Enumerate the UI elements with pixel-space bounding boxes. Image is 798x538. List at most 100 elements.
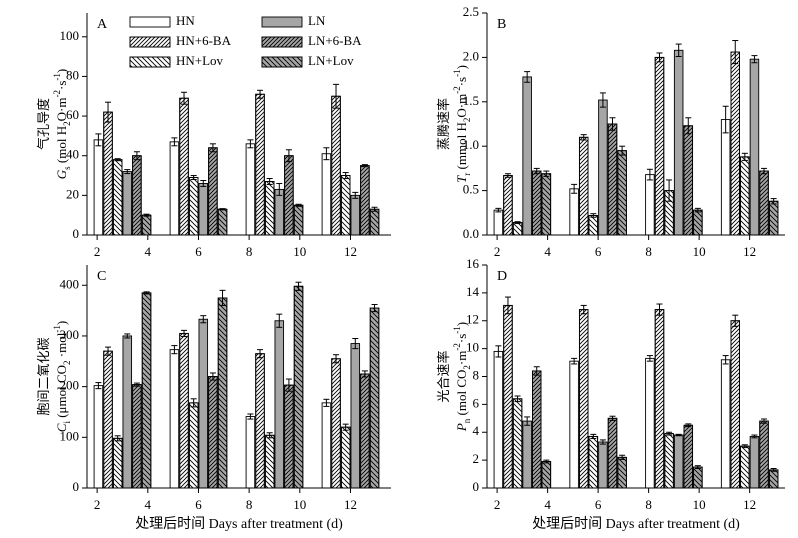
error-bar [761, 167, 768, 175]
y-tick-label: 200 [60, 378, 80, 393]
bar-hatch [541, 461, 552, 489]
legend-label: HN [176, 13, 195, 28]
legend-label: LN+Lov [308, 53, 354, 68]
bar [673, 49, 684, 236]
panel-label: C [97, 269, 106, 284]
bar [598, 441, 608, 489]
bar-hatch [503, 304, 513, 489]
error-bar [751, 434, 758, 439]
error-bar [95, 382, 102, 390]
bar-hatch [188, 402, 199, 489]
error-bar [495, 207, 502, 213]
y-tick-label: 2.5 [463, 4, 479, 19]
bar [645, 357, 655, 489]
error-bar [276, 313, 283, 328]
error-bar [580, 304, 587, 315]
bar-hatch [683, 424, 694, 489]
x-tick-label: 6 [195, 244, 202, 259]
bar-hatch [607, 417, 618, 489]
bar [673, 434, 684, 489]
error-bar [770, 467, 777, 472]
error-bar [200, 179, 207, 187]
legend-label: HN+6-BA [176, 33, 232, 48]
error-bar [333, 354, 340, 364]
error-bar [571, 183, 578, 194]
bar-hatch [264, 181, 275, 236]
bar-hatch [331, 358, 341, 489]
bar [720, 119, 731, 236]
bar [350, 194, 361, 236]
bar-hatch [578, 309, 589, 489]
legend-swatch-hatch [261, 56, 303, 68]
error-bar [171, 137, 178, 147]
error-bar [675, 433, 682, 437]
y-tick-label: 0 [473, 479, 480, 494]
bar-hatch [578, 136, 589, 236]
error-bar [761, 418, 768, 424]
bar-hatch [360, 373, 370, 489]
bar-hatch [654, 56, 665, 236]
bar [169, 141, 180, 236]
y-tick-label: 0.5 [463, 182, 479, 197]
bar-hatch [188, 177, 199, 236]
y-tick-label: 60 [66, 107, 79, 122]
bar-hatch [141, 292, 152, 489]
bar-hatch [293, 285, 304, 489]
error-bar [694, 207, 701, 213]
error-bar [722, 105, 729, 134]
error-bar [95, 133, 102, 147]
x-tick-label: 4 [145, 244, 152, 259]
bar-hatch [654, 309, 665, 489]
error-bar [741, 152, 748, 161]
error-bar [619, 145, 626, 156]
bar-hatch [255, 353, 265, 489]
error-bar [114, 435, 121, 442]
panel-label: D [497, 269, 507, 284]
y-tick-label: 8 [473, 367, 480, 382]
y-tick-label: 14 [466, 284, 480, 299]
x-tick-label: 10 [293, 497, 306, 512]
legend-swatch-hatch [129, 36, 171, 48]
y-axis-label-part: i [62, 421, 72, 424]
bar-hatch [132, 384, 142, 489]
error-bar [342, 423, 349, 431]
y-axis-label-part: T [454, 175, 469, 183]
bar-hatch [768, 200, 779, 236]
bar-hatch [664, 433, 674, 489]
bar-hatch [217, 208, 228, 236]
bar-hatch [340, 426, 351, 489]
error-bar [524, 71, 531, 83]
y-tick-label: 80 [66, 67, 79, 82]
x-tick-label: 2 [494, 497, 501, 512]
y-axis-label-part: s [62, 166, 72, 170]
error-bar [247, 413, 254, 420]
bar [321, 402, 332, 489]
y-axis-label: Gs (mol H2O·m-2·s-1) [52, 69, 72, 179]
error-bar [190, 175, 197, 180]
bar-hatch [607, 123, 618, 236]
x-tick-label: 10 [293, 244, 306, 259]
y-axis-label-part: C [54, 423, 69, 432]
y-tick-label: 10 [466, 340, 479, 355]
error-bar [295, 203, 302, 207]
y-axis-label-part: (μmol CO [54, 365, 69, 421]
bar-hatch [768, 469, 779, 489]
error-bar [656, 52, 663, 63]
x-tick-label: 6 [595, 497, 602, 512]
bar-hatch [541, 173, 552, 236]
y-tick-label: 400 [60, 276, 80, 291]
error-bar [285, 149, 292, 163]
bar-hatch [293, 204, 304, 236]
y-tick-label: 0 [73, 479, 80, 494]
x-axis-label: 处理后时间 Days after treatment (d) [135, 516, 343, 532]
error-bar [543, 170, 550, 177]
legend-swatch-hatch [261, 36, 303, 48]
x-tick-label: 6 [195, 497, 202, 512]
bar-hatch [255, 93, 265, 236]
y-axis-label-part: r [462, 173, 472, 176]
error-bar [751, 55, 758, 64]
y-axis-label-part: 2 [462, 365, 472, 370]
y-axis-label-part: -1 [452, 326, 462, 334]
y-axis-label-part: -2 [452, 343, 462, 351]
